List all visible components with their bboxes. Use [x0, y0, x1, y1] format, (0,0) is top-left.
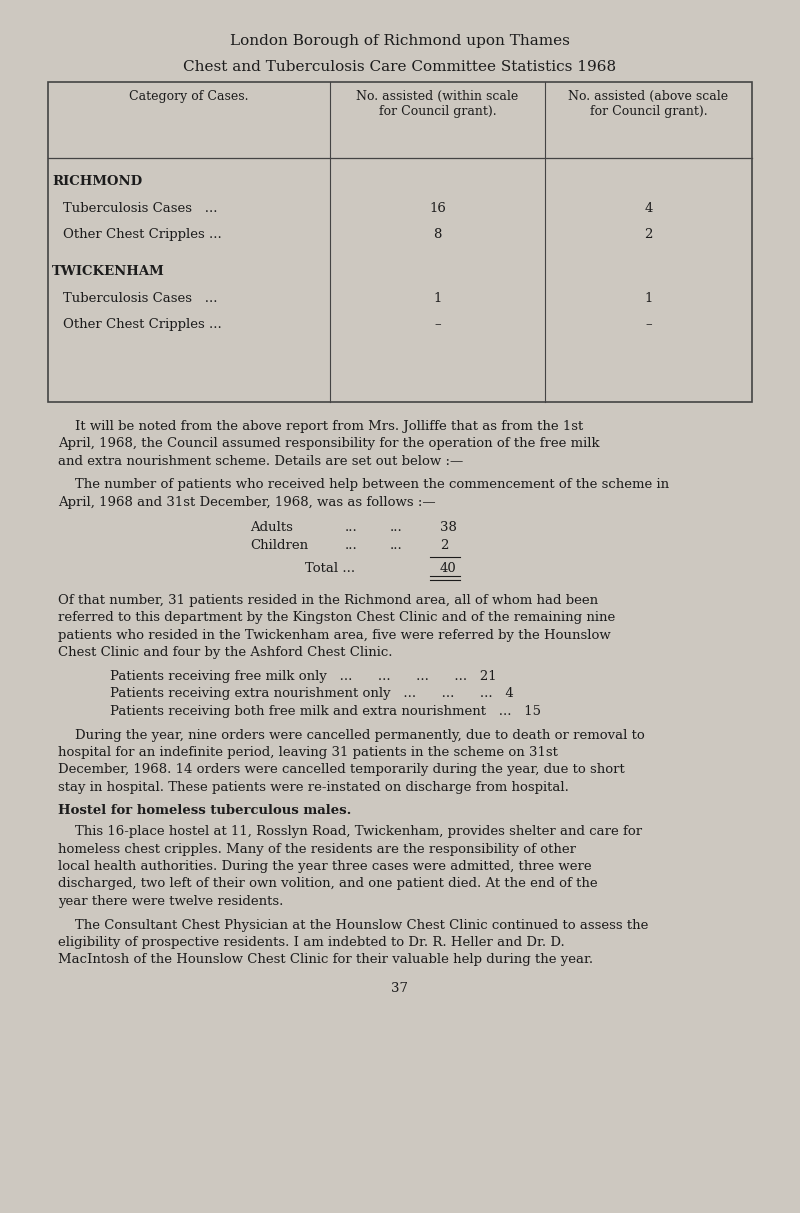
- Text: local health authorities. During the year three cases were admitted, three were: local health authorities. During the yea…: [58, 860, 592, 873]
- Text: –: –: [434, 318, 441, 331]
- Text: 37: 37: [391, 983, 409, 995]
- Text: ...: ...: [390, 522, 402, 535]
- Text: Other Chest Cripples ...: Other Chest Cripples ...: [63, 228, 222, 241]
- Text: No. assisted (within scale
for Council grant).: No. assisted (within scale for Council g…: [356, 90, 518, 118]
- Text: The Consultant Chest Physician at the Hounslow Chest Clinic continued to assess : The Consultant Chest Physician at the Ho…: [75, 918, 648, 932]
- Text: Tuberculosis Cases   ...: Tuberculosis Cases ...: [63, 203, 218, 215]
- Text: –: –: [645, 318, 652, 331]
- Text: Category of Cases.: Category of Cases.: [130, 90, 249, 103]
- Text: ...: ...: [390, 539, 402, 552]
- Text: discharged, two left of their own volition, and one patient died. At the end of : discharged, two left of their own voliti…: [58, 877, 598, 890]
- Text: No. assisted (above scale
for Council grant).: No. assisted (above scale for Council gr…: [569, 90, 729, 118]
- Text: stay in hospital. These patients were re-instated on discharge from hospital.: stay in hospital. These patients were re…: [58, 781, 569, 795]
- Text: 16: 16: [429, 203, 446, 215]
- Bar: [48, 82, 752, 402]
- Text: RICHMOND: RICHMOND: [52, 175, 142, 188]
- Text: Hostel for homeless tuberculous males.: Hostel for homeless tuberculous males.: [58, 804, 351, 818]
- Text: 2: 2: [644, 228, 653, 241]
- Text: TWICKENHAM: TWICKENHAM: [52, 264, 165, 278]
- Text: The number of patients who received help between the commencement of the scheme : The number of patients who received help…: [75, 478, 669, 491]
- Text: Tuberculosis Cases   ...: Tuberculosis Cases ...: [63, 292, 218, 304]
- Text: During the year, nine orders were cancelled permanently, due to death or removal: During the year, nine orders were cancel…: [75, 729, 645, 741]
- Text: 40: 40: [440, 562, 457, 575]
- Text: 8: 8: [434, 228, 442, 241]
- Text: April, 1968, the Council assumed responsibility for the operation of the free mi: April, 1968, the Council assumed respons…: [58, 438, 600, 450]
- Text: April, 1968 and 31st December, 1968, was as follows :—: April, 1968 and 31st December, 1968, was…: [58, 496, 436, 509]
- Text: Patients receiving extra nourishment only   ...      ...      ...   4: Patients receiving extra nourishment onl…: [110, 688, 514, 700]
- Text: Chest and Tuberculosis Care Committee Statistics 1968: Chest and Tuberculosis Care Committee St…: [183, 59, 617, 74]
- Text: Of that number, 31 patients resided in the Richmond area, all of whom had been: Of that number, 31 patients resided in t…: [58, 594, 598, 606]
- Text: ...: ...: [345, 539, 358, 552]
- Text: year there were twelve residents.: year there were twelve residents.: [58, 895, 283, 909]
- Text: MacIntosh of the Hounslow Chest Clinic for their valuable help during the year.: MacIntosh of the Hounslow Chest Clinic f…: [58, 953, 593, 967]
- Text: London Borough of Richmond upon Thames: London Borough of Richmond upon Thames: [230, 34, 570, 49]
- Text: It will be noted from the above report from Mrs. Jolliffe that as from the 1st: It will be noted from the above report f…: [75, 420, 583, 433]
- Text: Adults: Adults: [250, 522, 293, 535]
- Text: hospital for an indefinite period, leaving 31 patients in the scheme on 31st: hospital for an indefinite period, leavi…: [58, 746, 558, 759]
- Text: and extra nourishment scheme. Details are set out below :—: and extra nourishment scheme. Details ar…: [58, 455, 463, 468]
- Text: Total ...: Total ...: [305, 562, 355, 575]
- Text: 4: 4: [644, 203, 653, 215]
- Text: eligibility of prospective residents. I am indebted to Dr. R. Heller and Dr. D.: eligibility of prospective residents. I …: [58, 936, 565, 949]
- Text: Patients receiving both free milk and extra nourishment   ...   15: Patients receiving both free milk and ex…: [110, 705, 541, 718]
- Text: 1: 1: [434, 292, 442, 304]
- Text: December, 1968. 14 orders were cancelled temporarily during the year, due to sho: December, 1968. 14 orders were cancelled…: [58, 763, 625, 776]
- Text: Children: Children: [250, 539, 308, 552]
- Text: Chest Clinic and four by the Ashford Chest Clinic.: Chest Clinic and four by the Ashford Che…: [58, 647, 393, 660]
- Text: ...: ...: [345, 522, 358, 535]
- Text: referred to this department by the Kingston Chest Clinic and of the remaining ni: referred to this department by the Kings…: [58, 611, 615, 625]
- Text: patients who resided in the Twickenham area, five were referred by the Hounslow: patients who resided in the Twickenham a…: [58, 630, 610, 642]
- Text: 2: 2: [440, 539, 448, 552]
- Text: 38: 38: [440, 522, 457, 535]
- Text: 1: 1: [644, 292, 653, 304]
- Text: This 16-place hostel at 11, Rosslyn Road, Twickenham, provides shelter and care : This 16-place hostel at 11, Rosslyn Road…: [75, 825, 642, 838]
- Text: Patients receiving free milk only   ...      ...      ...      ...   21: Patients receiving free milk only ... ..…: [110, 670, 497, 683]
- Text: Other Chest Cripples ...: Other Chest Cripples ...: [63, 318, 222, 331]
- Text: homeless chest cripples. Many of the residents are the responsibility of other: homeless chest cripples. Many of the res…: [58, 843, 576, 855]
